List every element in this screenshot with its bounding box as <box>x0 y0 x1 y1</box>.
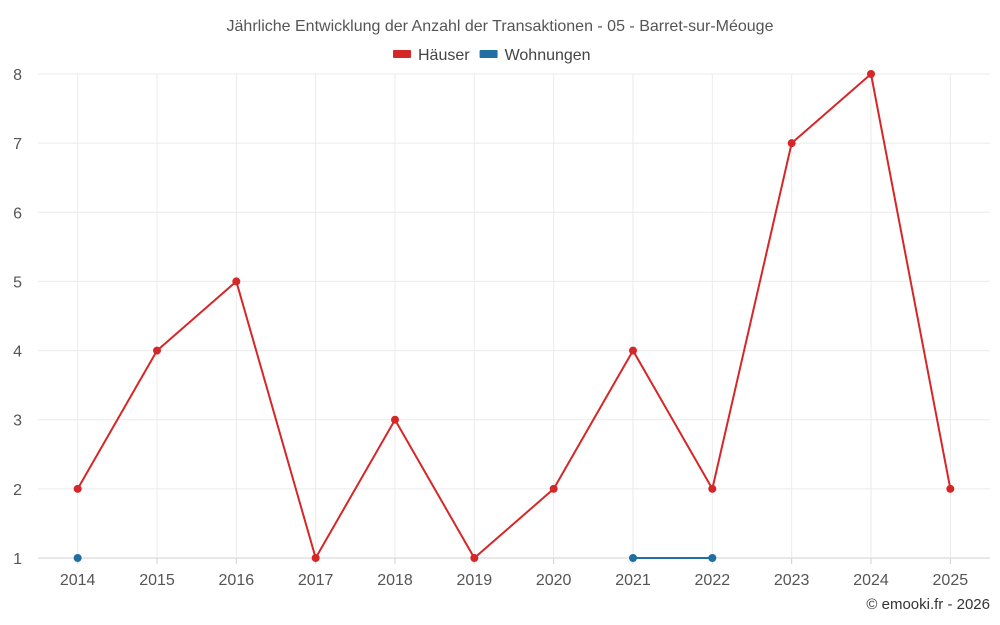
y-tick-label: 1 <box>13 551 22 568</box>
data-point[interactable] <box>470 554 479 562</box>
data-point[interactable] <box>867 70 875 78</box>
chart-title: Jährliche Entwicklung der Anzahl der Tra… <box>227 18 774 35</box>
y-tick-label: 8 <box>13 67 22 84</box>
x-tick-label: 2023 <box>774 572 810 589</box>
x-tick-label: 2018 <box>377 572 413 589</box>
data-point[interactable] <box>232 277 241 286</box>
y-tick-label: 3 <box>13 413 22 430</box>
legend-item-2[interactable]: Wohnungen <box>479 47 591 64</box>
series-2 <box>73 554 717 562</box>
y-tick-label: 6 <box>13 205 22 222</box>
x-tick-label: 2021 <box>615 572 651 589</box>
data-point[interactable] <box>153 346 161 355</box>
x-tick-label: 2025 <box>933 572 969 589</box>
y-tick-label: 7 <box>13 136 22 153</box>
data-point[interactable] <box>629 554 637 562</box>
data-point[interactable] <box>549 484 558 493</box>
data-point[interactable] <box>311 554 320 562</box>
x-tick-label: 2017 <box>298 572 334 589</box>
legend[interactable]: Häuser Wohnungen <box>393 47 591 64</box>
series-1 <box>73 70 955 562</box>
data-point[interactable] <box>787 139 796 148</box>
legend-label: Wohnungen <box>505 47 591 64</box>
y-tick-label: 4 <box>13 344 22 361</box>
x-tick-label: 2014 <box>60 572 96 589</box>
legend-swatch <box>393 50 411 58</box>
data-point[interactable] <box>708 554 717 562</box>
y-tick-label: 5 <box>13 274 22 291</box>
x-tick-label: 2016 <box>219 572 255 589</box>
legend-item-1[interactable]: Häuser <box>393 47 470 64</box>
y-tick-label: 2 <box>13 482 22 499</box>
data-point[interactable] <box>73 554 82 562</box>
data-point[interactable] <box>946 484 955 493</box>
series-line <box>76 73 952 559</box>
x-tick-label: 2019 <box>457 572 493 589</box>
grid <box>38 73 990 559</box>
data-point[interactable] <box>391 415 399 424</box>
legend-swatch <box>479 50 498 58</box>
series-layer <box>73 70 955 562</box>
data-point[interactable] <box>708 484 717 493</box>
x-tick-label: 2022 <box>695 572 731 589</box>
legend-label: Häuser <box>418 47 470 64</box>
data-point[interactable] <box>629 346 637 355</box>
y-axis: 1 2 3 4 5 6 7 8 <box>13 67 22 568</box>
data-point[interactable] <box>73 484 82 493</box>
x-tick-label: 2015 <box>139 572 175 589</box>
x-tick-label: 2020 <box>536 572 572 589</box>
credit-text: © emooki.fr - 2026 <box>866 596 990 613</box>
x-axis: 2014 2015 2016 2017 2018 2019 2020 2021 2022 2023… <box>60 558 968 589</box>
x-tick-label: 2024 <box>853 572 889 589</box>
